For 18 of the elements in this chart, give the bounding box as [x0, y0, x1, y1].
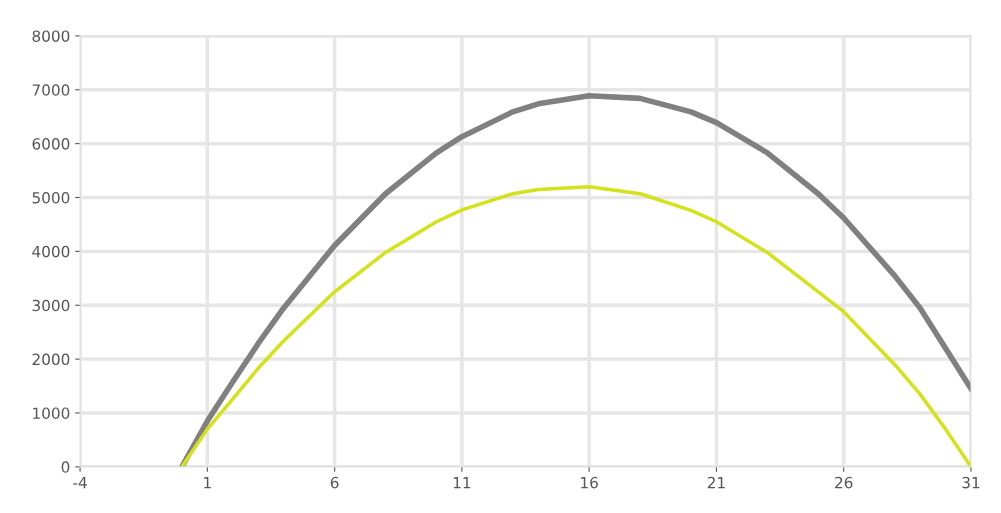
x-tick-label: 26 [835, 476, 853, 489]
x-tick-label: 16 [581, 476, 598, 489]
y-tick-label: 3000 [32, 299, 70, 312]
y-tick-label: 5000 [32, 191, 70, 204]
line-series [180, 184, 971, 467]
y-tick-label: 0 [61, 461, 70, 473]
x-tick-label: 31 [962, 476, 980, 489]
x-tick-label: 6 [330, 476, 339, 489]
x-tick-label: -4 [73, 477, 87, 489]
y-tick-label: 6000 [32, 138, 70, 150]
x-tick-label: 11 [453, 477, 471, 489]
y-tick-label: 2000 [32, 353, 70, 366]
y-tick-label: 1000 [33, 407, 70, 419]
y-tick-label: 8000 [32, 30, 70, 42]
y-tick-label: 4000 [32, 245, 70, 258]
y-tick-label: 7000 [32, 84, 70, 96]
x-tick-label: 1 [204, 477, 211, 489]
x-tick-label: 21 [707, 476, 725, 489]
